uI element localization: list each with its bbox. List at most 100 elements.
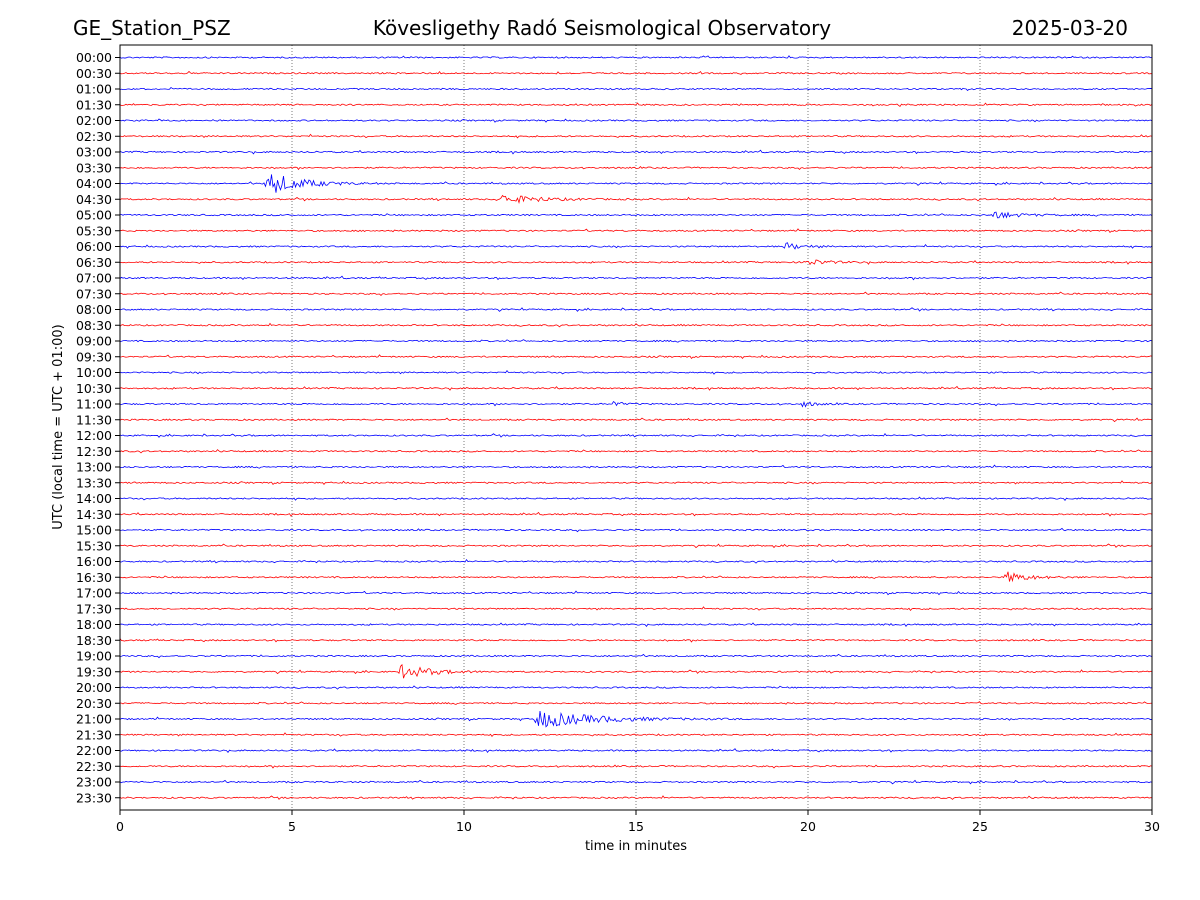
- y-tick-label-16:00: 16:00: [76, 554, 112, 569]
- y-tick-label-09:00: 09:00: [76, 334, 112, 349]
- trace-10:30: [119, 385, 1153, 391]
- y-tick-label-18:00: 18:00: [76, 617, 112, 632]
- x-tick-label-15: 15: [628, 819, 644, 834]
- y-tick-label-15:30: 15:30: [76, 538, 112, 553]
- y-tick-label-00:00: 00:00: [76, 50, 112, 65]
- y-tick-label-16:30: 16:30: [76, 570, 112, 585]
- y-tick-label-21:00: 21:00: [76, 712, 112, 727]
- plot-frame: [119, 44, 1153, 811]
- trace-01:30: [119, 102, 1153, 108]
- trace-06:30: [119, 259, 1153, 266]
- y-tick-label-06:00: 06:00: [76, 239, 112, 254]
- trace-18:30: [119, 638, 1153, 643]
- trace-03:30: [119, 165, 1153, 171]
- trace-20:00: [119, 685, 1153, 690]
- y-tick-label-00:30: 00:30: [76, 66, 112, 81]
- y-tick-label-20:30: 20:30: [76, 696, 112, 711]
- trace-09:30: [119, 354, 1153, 360]
- y-tick-label-20:00: 20:00: [76, 680, 112, 695]
- x-tick-label-30: 30: [1144, 819, 1160, 834]
- trace-11:00: [119, 400, 1153, 408]
- trace-09:00: [119, 339, 1153, 343]
- trace-07:30: [119, 291, 1153, 296]
- y-tick-label-01:00: 01:00: [76, 82, 112, 97]
- y-tick-label-02:00: 02:00: [76, 113, 112, 128]
- y-tick-label-23:30: 23:30: [76, 790, 112, 805]
- trace-05:30: [119, 228, 1153, 234]
- trace-01:00: [119, 86, 1153, 91]
- trace-04:00: [119, 174, 1153, 193]
- x-tick-label-5: 5: [288, 819, 296, 834]
- x-tick-label-0: 0: [116, 819, 124, 834]
- trace-14:30: [119, 511, 1153, 517]
- trace-02:00: [119, 118, 1153, 123]
- trace-08:00: [119, 307, 1153, 312]
- trace-17:00: [119, 590, 1153, 596]
- x-tick-label-20: 20: [800, 819, 816, 834]
- trace-13:00: [119, 464, 1153, 469]
- trace-06:00: [119, 242, 1153, 250]
- grid-lines: [291, 45, 981, 810]
- trace-19:00: [119, 653, 1153, 659]
- y-tick-label-07:00: 07:00: [76, 271, 112, 286]
- y-tick-label-11:30: 11:30: [76, 412, 112, 427]
- trace-08:30: [119, 322, 1153, 328]
- trace-23:00: [119, 779, 1153, 785]
- y-tick-label-23:00: 23:00: [76, 775, 112, 790]
- y-tick-label-03:00: 03:00: [76, 145, 112, 160]
- trace-21:00: [119, 711, 1153, 728]
- y-tick-label-12:30: 12:30: [76, 444, 112, 459]
- trace-15:00: [119, 527, 1153, 533]
- trace-04:30: [119, 194, 1153, 205]
- y-tick-label-19:30: 19:30: [76, 664, 112, 679]
- y-tick-label-08:00: 08:00: [76, 302, 112, 317]
- trace-00:00: [119, 55, 1153, 59]
- trace-03:00: [119, 149, 1153, 155]
- y-tick-label-15:00: 15:00: [76, 523, 112, 538]
- y-tick-label-07:30: 07:30: [76, 286, 112, 301]
- trace-16:00: [119, 558, 1153, 564]
- y-tick-label-08:30: 08:30: [76, 318, 112, 333]
- y-tick-label-04:30: 04:30: [76, 192, 112, 207]
- trace-22:30: [119, 764, 1153, 769]
- trace-00:30: [119, 70, 1153, 75]
- trace-20:30: [119, 701, 1153, 705]
- trace-17:30: [119, 606, 1153, 612]
- y-tick-label-05:00: 05:00: [76, 208, 112, 223]
- y-tick-label-14:30: 14:30: [76, 507, 112, 522]
- x-axis-label: time in minutes: [585, 839, 687, 854]
- y-tick-label-18:30: 18:30: [76, 633, 112, 648]
- y-axis: 00:0000:3001:0001:3002:0002:3003:0003:30…: [76, 50, 120, 805]
- trace-14:00: [119, 496, 1153, 501]
- y-tick-label-06:30: 06:30: [76, 255, 112, 270]
- trace-15:30: [119, 543, 1153, 549]
- y-tick-label-21:30: 21:30: [76, 727, 112, 742]
- date-label: 2025-03-20: [1012, 16, 1128, 40]
- trace-16:30: [119, 571, 1153, 583]
- trace-group: [119, 55, 1153, 800]
- y-tick-label-10:00: 10:00: [76, 365, 112, 380]
- y-tick-label-02:30: 02:30: [76, 129, 112, 144]
- y-tick-label-17:00: 17:00: [76, 586, 112, 601]
- y-axis-label: UTC (local time = UTC + 01:00): [51, 324, 66, 529]
- trace-07:00: [119, 275, 1153, 281]
- trace-22:00: [119, 748, 1153, 754]
- y-tick-label-01:30: 01:30: [76, 97, 112, 112]
- trace-18:00: [119, 622, 1153, 628]
- trace-02:30: [119, 133, 1153, 139]
- y-tick-label-13:30: 13:30: [76, 475, 112, 490]
- x-axis: 0 5 10 15 20 25 30: [116, 810, 1160, 834]
- y-tick-label-04:00: 04:00: [76, 176, 112, 191]
- y-tick-label-12:00: 12:00: [76, 428, 112, 443]
- y-tick-label-19:00: 19:00: [76, 649, 112, 664]
- trace-23:30: [119, 795, 1153, 800]
- y-tick-label-05:30: 05:30: [76, 223, 112, 238]
- trace-05:00: [119, 211, 1153, 219]
- y-tick-label-13:00: 13:00: [76, 460, 112, 475]
- y-tick-label-09:30: 09:30: [76, 349, 112, 364]
- trace-19:30: [119, 663, 1153, 679]
- trace-12:00: [119, 432, 1153, 438]
- trace-10:00: [119, 370, 1153, 375]
- y-tick-label-10:30: 10:30: [76, 381, 112, 396]
